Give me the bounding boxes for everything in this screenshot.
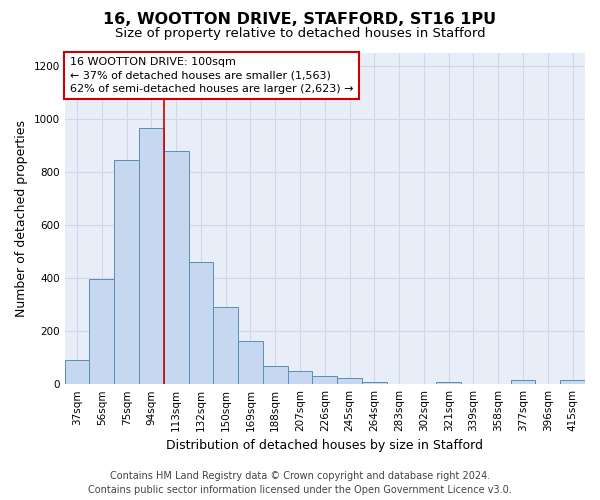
Bar: [65, 360, 89, 384]
Bar: [287, 371, 313, 384]
Bar: [188, 262, 214, 384]
Bar: [139, 128, 164, 384]
Bar: [560, 380, 585, 384]
Bar: [337, 378, 362, 384]
Bar: [263, 366, 287, 384]
Bar: [89, 280, 114, 384]
Bar: [362, 382, 387, 384]
Bar: [114, 160, 139, 384]
Text: 16 WOOTTON DRIVE: 100sqm
← 37% of detached houses are smaller (1,563)
62% of sem: 16 WOOTTON DRIVE: 100sqm ← 37% of detach…: [70, 58, 353, 94]
Text: 16, WOOTTON DRIVE, STAFFORD, ST16 1PU: 16, WOOTTON DRIVE, STAFFORD, ST16 1PU: [103, 12, 497, 28]
Text: Size of property relative to detached houses in Stafford: Size of property relative to detached ho…: [115, 28, 485, 40]
Bar: [511, 380, 535, 384]
Bar: [214, 307, 238, 384]
Bar: [436, 382, 461, 384]
Bar: [238, 341, 263, 384]
Text: Contains HM Land Registry data © Crown copyright and database right 2024.
Contai: Contains HM Land Registry data © Crown c…: [88, 471, 512, 495]
Y-axis label: Number of detached properties: Number of detached properties: [15, 120, 28, 317]
Bar: [313, 376, 337, 384]
Bar: [164, 150, 188, 384]
X-axis label: Distribution of detached houses by size in Stafford: Distribution of detached houses by size …: [166, 440, 484, 452]
